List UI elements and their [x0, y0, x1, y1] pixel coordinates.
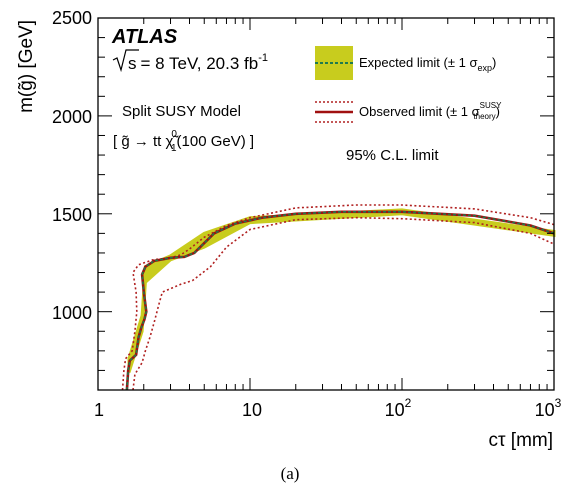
plot-marks: [121, 204, 556, 391]
model-process: [ g̃ → tt χ̃0 1(100 GeV) ]: [113, 129, 254, 154]
figure-label: (a): [281, 464, 300, 483]
ytick-label-1500: 1500: [52, 205, 92, 225]
energy-lumi-label: s = 8 TeV, 20.3 fb-1: [112, 49, 268, 73]
experiment-label: ATLAS: [111, 26, 178, 48]
legend-observed-label: Observed limit (± 1 σSUSY theory): [359, 101, 502, 121]
ytick-label-2000: 2000: [52, 107, 92, 127]
sqrt-symbol: [112, 49, 139, 73]
ytick-label-1000: 1000: [52, 303, 92, 323]
model-name: Split SUSY Model: [122, 103, 241, 120]
ytick-label-2500: 2500: [52, 8, 92, 28]
y-axis-label: m(g̃) [GeV]: [16, 20, 37, 113]
plot-frame: [97, 17, 555, 391]
expected-band: [127, 208, 556, 373]
xtick-label-100: 102: [385, 396, 412, 420]
observed-limit-line: [125, 210, 555, 391]
xtick-label-1000: 103: [535, 396, 562, 420]
axis-ticks: [97, 17, 554, 390]
xtick-label-1: 1: [94, 400, 104, 420]
observed-theory-up-line: [121, 204, 555, 391]
observed-theory-down-line: [132, 216, 555, 391]
legend: Expected limit (± 1 σexp) Observed limit…: [315, 46, 502, 123]
x-axis-label: cτ [mm]: [489, 430, 554, 451]
cl-label: 95% C.L. limit: [346, 147, 439, 164]
legend-expected-label: Expected limit (± 1 σexp): [359, 55, 496, 73]
xtick-label-10: 10: [242, 400, 262, 420]
svg-text:s= 8 TeV, 20.3 fb-1: s = 8 TeV, 20.3 fb-1: [128, 52, 268, 73]
expected-limit-line: [126, 211, 555, 391]
